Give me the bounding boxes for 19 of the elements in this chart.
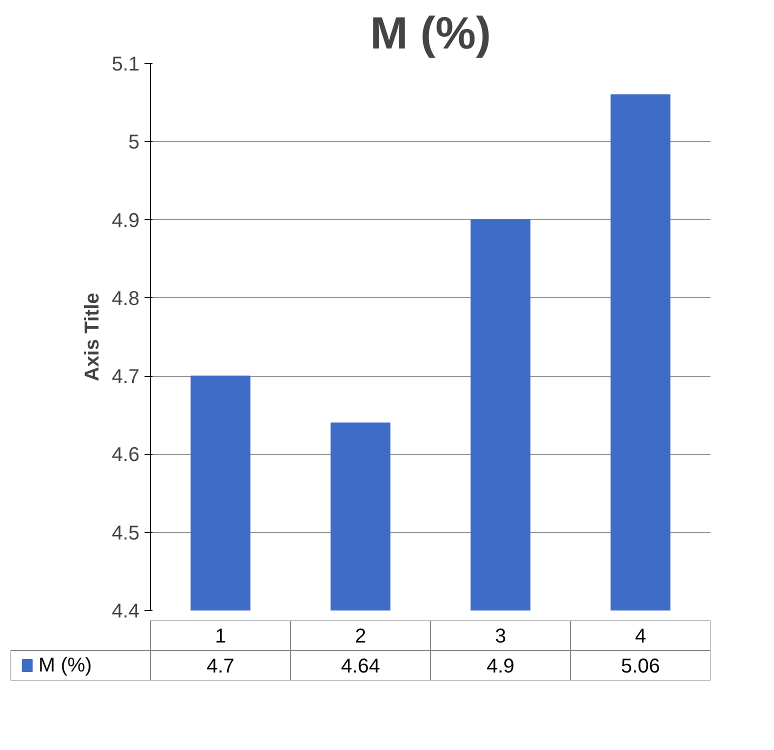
chart-title: M (%) [370, 8, 491, 58]
y-tick-label: 4.4 [112, 600, 140, 622]
y-tick-label: 4.8 [112, 288, 140, 310]
x-tick-label: 1 [214, 626, 226, 648]
x-tick-label: 3 [494, 626, 506, 648]
y-tick-label: 4.9 [112, 210, 140, 232]
y-tick-label: 5.1 [112, 54, 140, 76]
data-label: 4.7 [206, 656, 234, 678]
data-label: 4.64 [341, 656, 380, 678]
x-tick-label: 4 [634, 626, 646, 648]
y-tick-label: 5 [128, 132, 140, 154]
y-axis-title: Axis Title [82, 292, 104, 382]
y-tick-label: 4.5 [112, 522, 140, 544]
data-label: 4.9 [486, 656, 514, 678]
y-tick-label: 4.7 [112, 366, 140, 388]
x-tick-label: 2 [354, 626, 366, 648]
legend-label: M (%) [38, 654, 92, 676]
data-label: 5.06 [621, 656, 660, 678]
y-tick-label: 4.6 [112, 444, 140, 466]
